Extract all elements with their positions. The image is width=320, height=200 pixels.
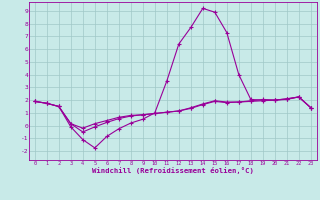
X-axis label: Windchill (Refroidissement éolien,°C): Windchill (Refroidissement éolien,°C) bbox=[92, 167, 254, 174]
